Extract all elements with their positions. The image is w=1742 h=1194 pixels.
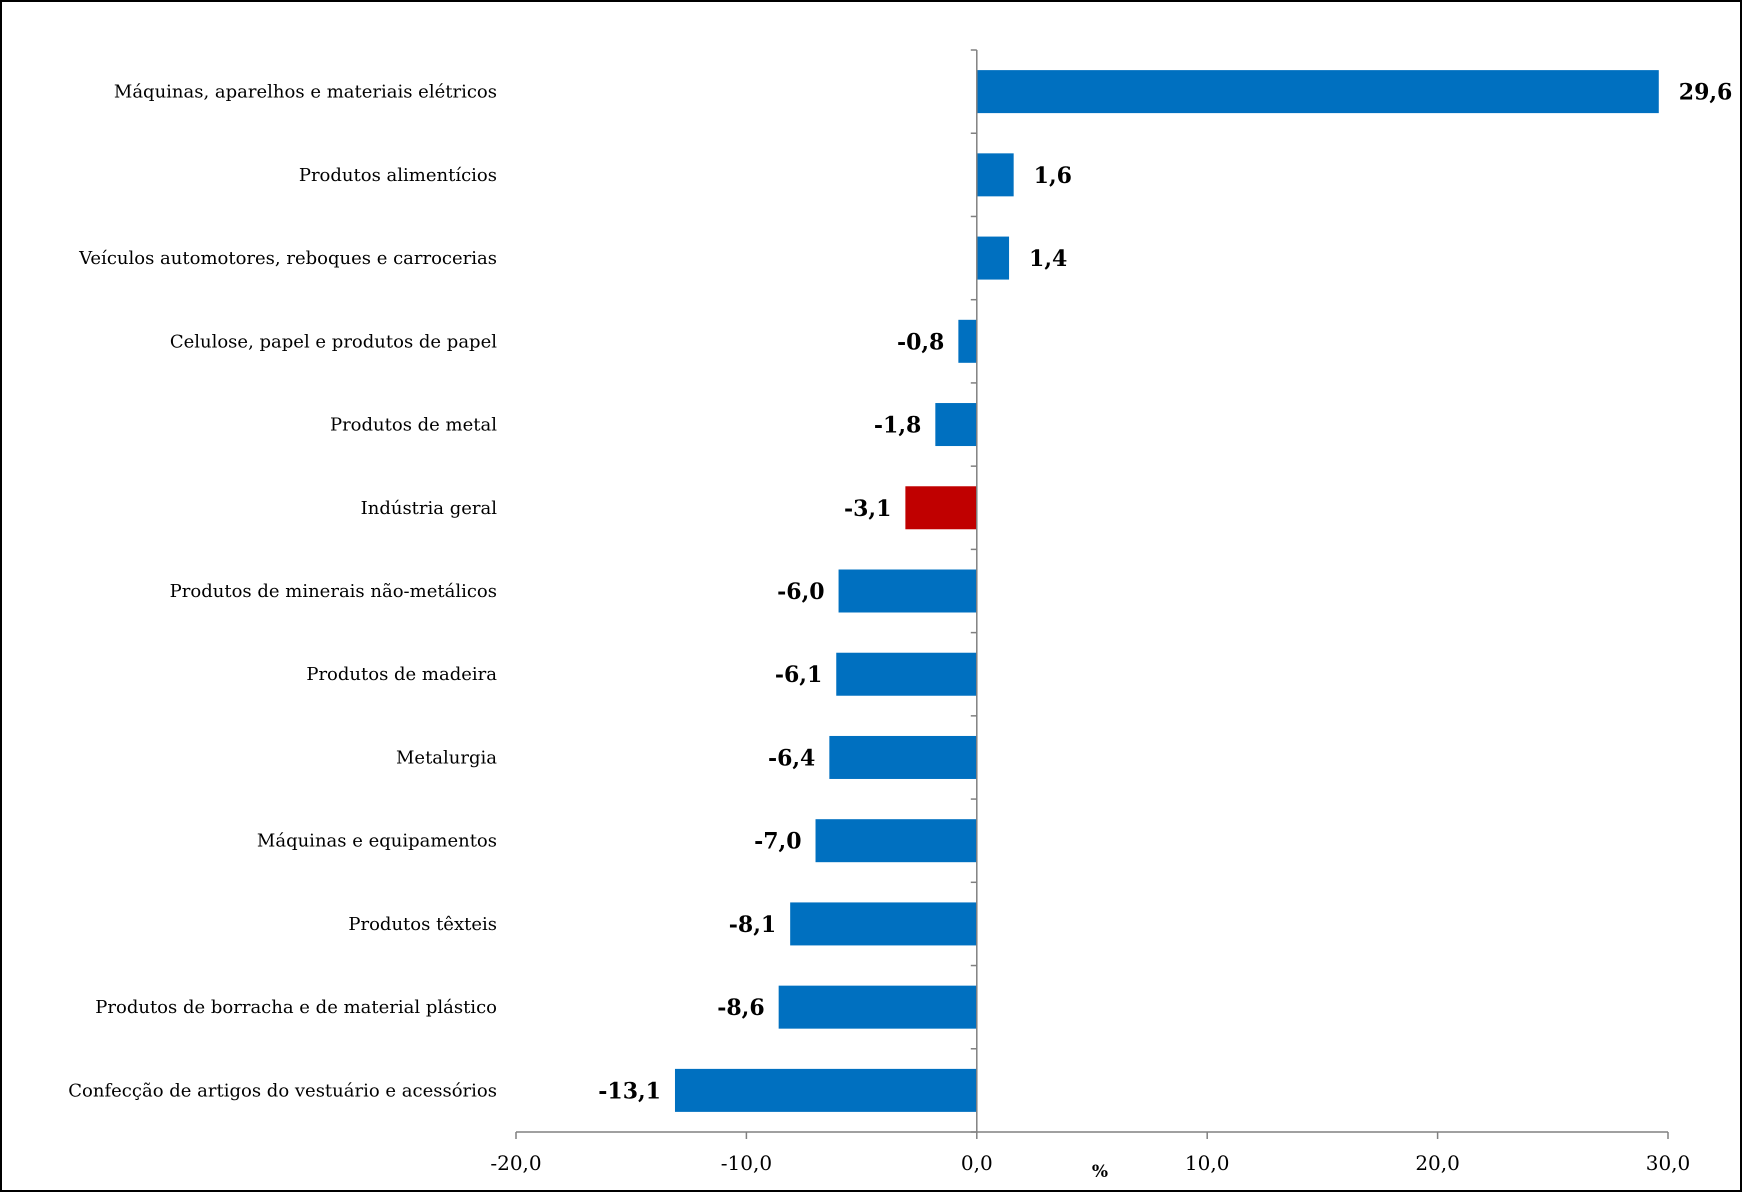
bar-produtos-de-borracha-e-de-material-plastico [778,985,977,1029]
category-label-produtos-de-madeira: Produtos de madeira [306,664,497,685]
bar-maquinas-aparelhos-e-materiais-eletricos [976,70,1659,114]
category-label-veiculos-automotores-reboques-e-carrocerias: Veículos automotores, reboques e carroce… [78,248,497,269]
value-label-metalurgia: -6,4 [768,745,815,771]
value-label-produtos-de-metal: -1,8 [874,413,921,439]
value-label-produtos-de-minerais-nao-metalicos: -6,0 [777,579,824,605]
category-label-produtos-alimenticios: Produtos alimentícios [299,165,497,186]
category-label-metalurgia: Metalurgia [396,747,497,768]
bar-industria-geral [905,486,977,530]
x-tick-label: 10,0 [1185,1151,1230,1175]
category-label-produtos-texteis: Produtos têxteis [348,914,497,935]
x-tick-label: 20,0 [1415,1151,1460,1175]
bars-layer [674,70,1659,1112]
category-label-produtos-de-minerais-nao-metalicos: Produtos de minerais não-metálicos [170,581,497,602]
value-label-maquinas-aparelhos-e-materiais-eletricos: 29,6 [1679,80,1733,106]
labels-layer: Máquinas, aparelhos e materiais elétrico… [68,80,1732,1175]
value-label-maquinas-e-equipamentos: -7,0 [754,829,801,855]
bar-confeccao-de-artigos-do-vestuario-e-acessorios [674,1068,977,1112]
axis-layer [515,49,1669,1139]
bar-produtos-de-metal [935,403,977,447]
x-tick-label: -10,0 [721,1151,772,1175]
category-label-confeccao-de-artigos-do-vestuario-e-acessorios: Confecção de artigos do vestuário e aces… [68,1080,497,1101]
category-label-industria-geral: Indústria geral [361,498,498,519]
bar-veiculos-automotores-reboques-e-carrocerias [976,236,1010,280]
value-label-produtos-de-borracha-e-de-material-plastico: -8,6 [717,995,764,1021]
x-tick-label: 30,0 [1646,1151,1691,1175]
value-label-industria-geral: -3,1 [844,496,891,522]
bar-maquinas-e-equipamentos [815,819,977,863]
bar-produtos-alimenticios [976,153,1014,197]
bar-produtos-de-minerais-nao-metalicos [838,569,977,613]
category-label-produtos-de-borracha-e-de-material-plastico: Produtos de borracha e de material plást… [95,997,497,1018]
value-label-produtos-de-madeira: -6,1 [775,662,822,688]
bar-produtos-de-madeira [836,652,977,696]
x-tick-label: -20,0 [490,1151,541,1175]
value-label-veiculos-automotores-reboques-e-carrocerias: 1,4 [1029,246,1067,272]
x-tick-label: 0,0 [961,1151,993,1175]
bar-metalurgia [829,735,977,779]
bar-produtos-texteis [790,902,977,946]
value-label-celulose-papel-e-produtos-de-papel: -0,8 [897,329,944,355]
value-label-produtos-texteis: -8,1 [729,912,776,938]
value-label-confeccao-de-artigos-do-vestuario-e-acessorios: -13,1 [598,1078,661,1104]
category-label-celulose-papel-e-produtos-de-papel: Celulose, papel e produtos de papel [170,331,497,352]
category-label-maquinas-e-equipamentos: Máquinas e equipamentos [257,831,497,852]
category-label-maquinas-aparelhos-e-materiais-eletricos: Máquinas, aparelhos e materiais elétrico… [114,82,497,103]
x-axis-title: % [1092,1162,1108,1182]
value-label-produtos-alimenticios: 1,6 [1034,163,1072,189]
category-label-produtos-de-metal: Produtos de metal [330,415,497,436]
bar-celulose-papel-e-produtos-de-papel [958,319,977,363]
